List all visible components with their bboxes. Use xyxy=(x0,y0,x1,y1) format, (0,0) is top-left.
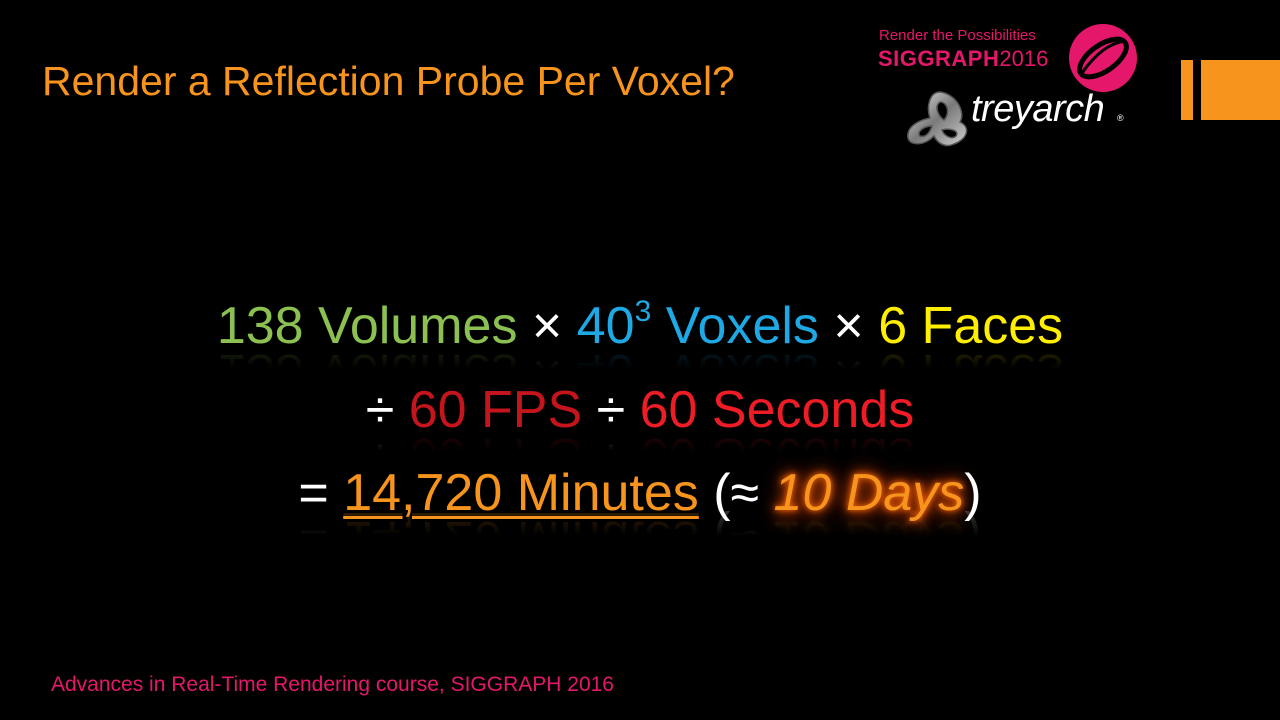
voxels-word: Voxels xyxy=(651,297,819,355)
treyarch-wordmark: treyarch xyxy=(971,88,1105,130)
equals-operator: = xyxy=(298,464,344,522)
equation-line-2: ÷ 60 FPS ÷ 60 Seconds xyxy=(0,380,1280,440)
volumes-term: 138 Volumes xyxy=(216,297,518,355)
faces-term: 6 Faces xyxy=(878,297,1064,355)
divide-operator: ÷ xyxy=(582,381,640,439)
minutes-result: 14,720 Minutes xyxy=(343,464,699,522)
seconds-term: 60 Seconds xyxy=(639,381,915,439)
registered-mark: ® xyxy=(1117,113,1124,123)
approx-close: ) xyxy=(964,464,982,522)
treyarch-emblem-icon xyxy=(907,91,968,147)
voxels-exponent: 3 xyxy=(634,295,652,328)
approx-open: (≈ xyxy=(698,464,774,522)
fps-term: 60 FPS xyxy=(408,381,583,439)
siggraph-year: 2016 xyxy=(999,46,1049,71)
slide-title: Render a Reflection Probe Per Voxel? xyxy=(42,58,735,104)
divide-operator: ÷ xyxy=(365,381,409,439)
days-result: 10 Days xyxy=(773,464,965,522)
times-operator: × xyxy=(517,297,577,355)
siggraph-emblem-icon xyxy=(1069,24,1137,92)
siggraph-name: SIGGRAPH xyxy=(878,46,1000,71)
equation-line-1: 138 Volumes × 403 Voxels × 6 Faces xyxy=(0,296,1280,356)
voxels-term: 403 Voxels xyxy=(576,295,819,356)
times-operator: × xyxy=(818,297,879,355)
siggraph-wordmark: SIGGRAPH2016 xyxy=(878,46,1048,72)
equation-line-3: = 14,720 Minutes (≈ 10 Days) xyxy=(0,463,1280,523)
siggraph-tagline: Render the Possibilities xyxy=(879,27,1036,44)
voxels-base: 40 xyxy=(576,297,635,355)
slide-footer: Advances in Real-Time Rendering course, … xyxy=(51,673,614,696)
accent-block xyxy=(1201,60,1280,120)
accent-bar xyxy=(1181,60,1193,120)
